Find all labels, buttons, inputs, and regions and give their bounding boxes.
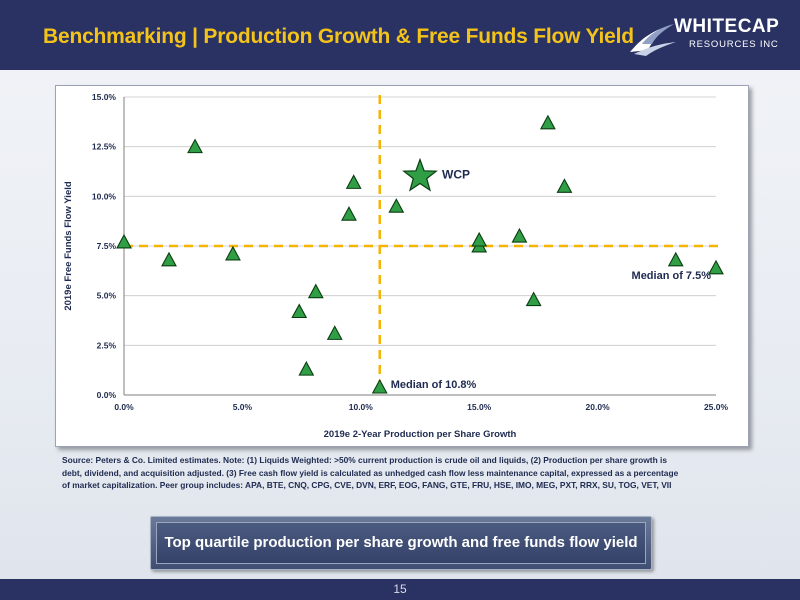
page-number: 15 — [393, 582, 407, 596]
peer-point — [539, 114, 556, 130]
peer-point — [161, 251, 177, 267]
y-tick-label: 7.5% — [97, 241, 117, 251]
y-tick-label: 10.0% — [92, 191, 117, 201]
y-axis-title: 2019e Free Funds Flow Yield — [63, 181, 74, 311]
wcp-label: WCP — [442, 167, 470, 181]
header-bar: Benchmarking | Production Growth & Free … — [0, 0, 800, 70]
y-tick-label: 2.5% — [97, 340, 117, 350]
wave-logo-icon — [630, 24, 676, 56]
x-tick-label: 5.0% — [233, 402, 253, 412]
x-tick-label: 25.0% — [704, 402, 729, 412]
callout-box: Top quartile production per share growth… — [150, 516, 652, 570]
wcp-point — [402, 157, 438, 192]
peer-point — [388, 198, 405, 213]
scatter-chart: 0.0% 2.5% 5.0% 7.5% 10.0% 12.5% 15.0% 0.0% 5.0% 1… — [63, 92, 729, 440]
x-tick-label: 20.0% — [586, 402, 611, 412]
company-logo: WHITECAP RESOURCES INC — [628, 14, 793, 60]
x-tick-label: 15.0% — [467, 402, 492, 412]
chart-panel: 0.0% 2.5% 5.0% 7.5% 10.0% 12.5% 15.0% 0.0% 5.0% 1… — [55, 85, 749, 447]
logo-name: WHITECAP — [674, 16, 780, 37]
median-y-label: Median of 7.5% — [632, 270, 712, 282]
y-tick-label: 15.0% — [92, 92, 117, 102]
source-note: Source: Peters & Co. Limited estimates. … — [62, 455, 679, 490]
logo-subtitle: RESOURCES INC — [689, 39, 779, 50]
x-axis-title: 2019e 2-Year Production per Share Growth — [324, 429, 517, 440]
peer-point — [556, 178, 573, 193]
peer-point — [345, 174, 362, 189]
footer-bar: 15 — [0, 579, 800, 600]
median-x-label: Median of 10.8% — [391, 379, 477, 391]
peer-point — [708, 259, 724, 275]
peer-point — [225, 245, 241, 261]
x-tick-label: 10.0% — [349, 402, 374, 412]
x-tick-label: 0.0% — [114, 402, 134, 412]
peer-point — [511, 227, 528, 243]
y-tick-label: 5.0% — [97, 291, 117, 301]
y-tick-label: 12.5% — [92, 142, 117, 152]
peer-point — [667, 251, 684, 267]
page-title: Benchmarking | Production Growth & Free … — [43, 25, 634, 48]
peer-point — [326, 325, 343, 340]
peer-point — [187, 138, 203, 154]
callout-text: Top quartile production per share growth… — [156, 522, 646, 564]
peer-point — [307, 283, 324, 299]
y-tick-label: 0.0% — [97, 390, 117, 400]
peer-point — [116, 233, 132, 249]
peer-point — [341, 206, 357, 221]
peer-point — [525, 291, 542, 307]
peer-point — [371, 378, 388, 394]
peer-point — [291, 303, 308, 319]
peer-point — [298, 361, 315, 376]
peer-point — [471, 231, 488, 247]
